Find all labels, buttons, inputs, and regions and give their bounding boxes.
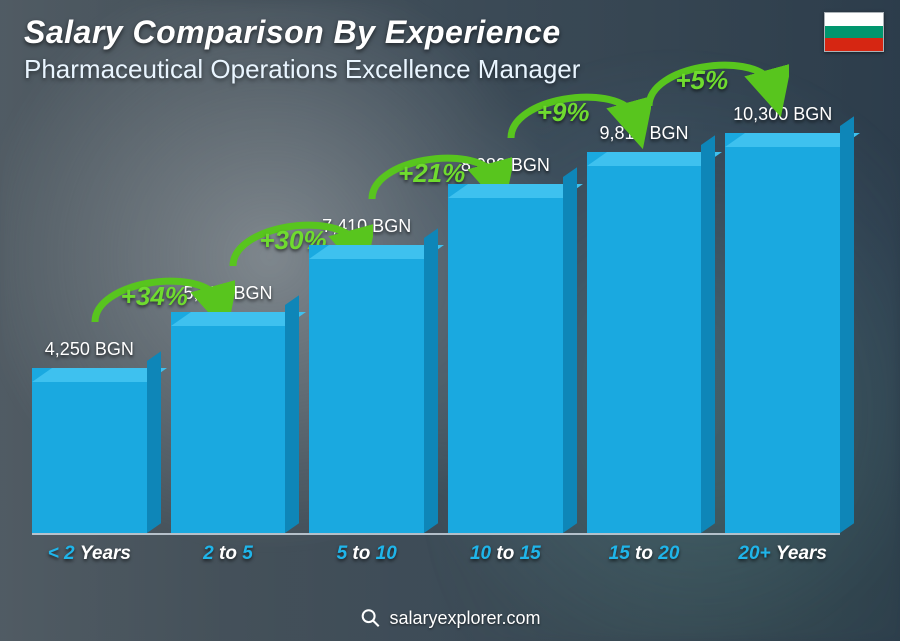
bar xyxy=(32,368,147,533)
flag-bulgaria xyxy=(824,12,884,52)
bar-value-label: 7,410 BGN xyxy=(322,216,411,237)
bar-front-face xyxy=(587,152,702,533)
bar-slot: 4,250 BGN xyxy=(32,100,147,533)
bar xyxy=(725,133,840,533)
footer: salaryexplorer.com xyxy=(359,607,540,629)
bar-side-face xyxy=(840,116,854,533)
x-axis-label: 20+ Years xyxy=(725,535,840,567)
bar-value-label: 5,700 BGN xyxy=(183,283,272,304)
x-axis-label: 15 to 20 xyxy=(587,535,702,567)
bar-front-face xyxy=(448,184,563,533)
flag-stripe-3 xyxy=(825,38,883,51)
bar-value-label: 9,810 BGN xyxy=(599,123,688,144)
bar-slot: +5%10,300 BGN xyxy=(725,100,840,533)
flag-stripe-2 xyxy=(825,26,883,39)
bar-side-face xyxy=(147,351,161,533)
bar-slot: +34%5,700 BGN xyxy=(171,100,286,533)
bar-front-face xyxy=(171,312,286,533)
bars-container: 4,250 BGN+34%5,700 BGN+30%7,410 BGN+21%8… xyxy=(32,100,840,533)
growth-percent: +5% xyxy=(675,65,728,96)
bar-value-label: 4,250 BGN xyxy=(45,339,134,360)
bar-front-face xyxy=(725,133,840,533)
bar-side-face xyxy=(424,228,438,533)
chart-title: Salary Comparison By Experience xyxy=(24,14,561,51)
bar xyxy=(448,184,563,533)
x-axis-label: 10 to 15 xyxy=(448,535,563,567)
bar-side-face xyxy=(701,135,715,533)
magnifier-icon xyxy=(359,607,381,629)
bar-front-face xyxy=(32,368,147,533)
content-layer: Salary Comparison By Experience Pharmace… xyxy=(0,0,900,641)
bar-value-label: 10,300 BGN xyxy=(733,104,832,125)
bar-slot: +9%9,810 BGN xyxy=(587,100,702,533)
x-axis-label: < 2 Years xyxy=(32,535,147,567)
growth-percent: +34% xyxy=(121,281,188,312)
bar-value-label: 8,980 BGN xyxy=(461,155,550,176)
x-axis: < 2 Years 2 to 5 5 to 10 10 to 15 15 to 20 20… xyxy=(32,533,840,567)
chart-subtitle: Pharmaceutical Operations Excellence Man… xyxy=(24,54,580,85)
bar-front-face xyxy=(309,245,424,533)
bar-side-face xyxy=(285,295,299,533)
growth-percent: +9% xyxy=(537,97,590,128)
bar-side-face xyxy=(563,167,577,533)
x-axis-label: 2 to 5 xyxy=(171,535,286,567)
flag-stripe-1 xyxy=(825,13,883,26)
bar xyxy=(309,245,424,533)
bar-chart: 4,250 BGN+34%5,700 BGN+30%7,410 BGN+21%8… xyxy=(32,100,840,567)
bar-slot: +21%8,980 BGN xyxy=(448,100,563,533)
chart-stage: Salary Comparison By Experience Pharmace… xyxy=(0,0,900,641)
bar xyxy=(587,152,702,533)
bar xyxy=(171,312,286,533)
x-axis-label: 5 to 10 xyxy=(309,535,424,567)
footer-text: salaryexplorer.com xyxy=(389,608,540,629)
